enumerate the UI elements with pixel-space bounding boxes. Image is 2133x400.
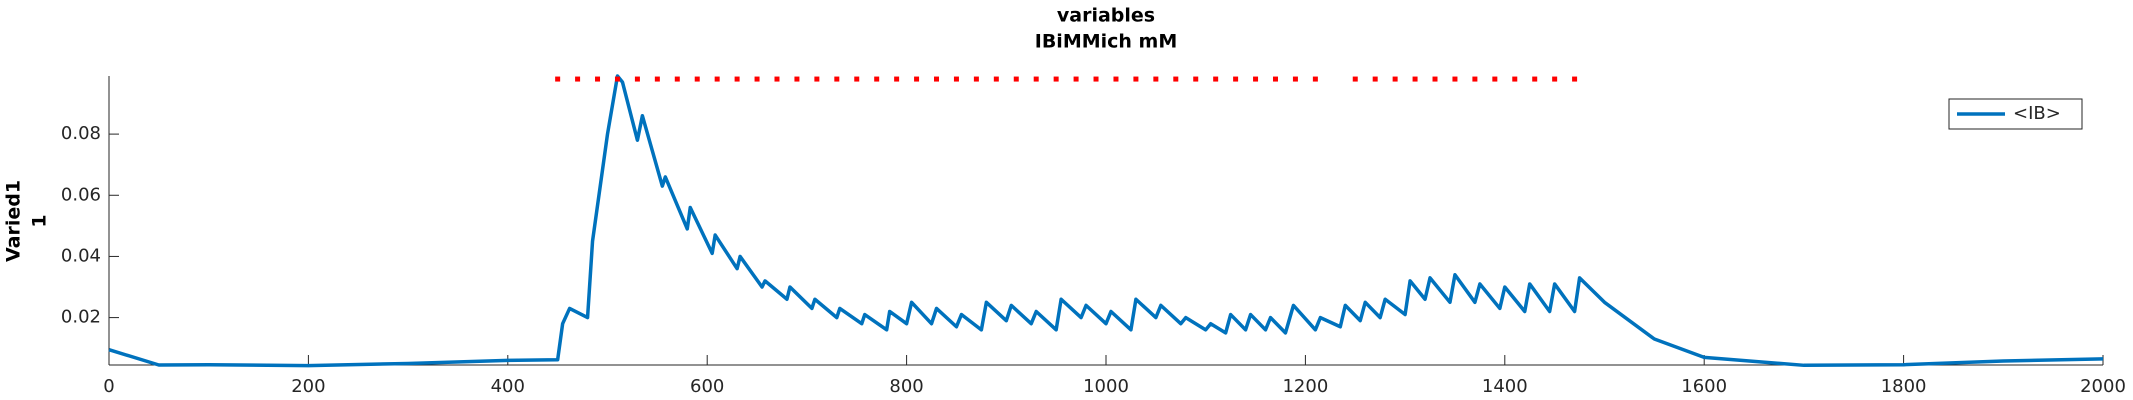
marker-dot (555, 76, 561, 82)
data-line (108, 74, 2104, 368)
marker-dot (1512, 76, 1518, 82)
marker-dot (814, 76, 820, 82)
marker-dot (1173, 76, 1179, 82)
legend-label: <IB> (2013, 103, 2061, 124)
marker-dot (1312, 76, 1318, 82)
marker-dot (1213, 76, 1219, 82)
marker-dot (614, 76, 620, 82)
marker-dot (1352, 76, 1358, 82)
marker-dot (734, 76, 740, 82)
x-tick-label: 400 (491, 376, 525, 397)
y-tick-label: 0.02 (61, 307, 101, 328)
marker-dot (634, 76, 640, 82)
marker-dot (914, 76, 920, 82)
marker-dot (973, 76, 979, 82)
x-tick-label: 1000 (1083, 376, 1129, 397)
x-tick-label: 1400 (1482, 376, 1528, 397)
marker-dot (654, 76, 660, 82)
marker-dot (595, 76, 601, 82)
chart-title: variables (1057, 5, 1155, 27)
marker-dot (1372, 76, 1378, 82)
marker-dot (854, 76, 860, 82)
y-tick-label: 0.04 (61, 245, 101, 266)
marker-dot (1272, 76, 1278, 82)
marker-dot (834, 76, 840, 82)
marker-dot (993, 76, 999, 82)
marker-dot (1392, 76, 1398, 82)
y-tick-label: 0.06 (61, 184, 101, 205)
marker-dot (953, 76, 959, 82)
marker-dot (1472, 76, 1478, 82)
marker-dot (754, 76, 760, 82)
marker-dot (1452, 76, 1458, 82)
x-tick-label: 2000 (2080, 376, 2126, 397)
marker-dot (1013, 76, 1019, 82)
x-tick-label: 200 (291, 376, 325, 397)
marker-dot (674, 76, 680, 82)
x-tick-label: 1800 (1881, 376, 1927, 397)
marker-dot (1153, 76, 1159, 82)
marker-dot (694, 76, 700, 82)
marker-dot (1552, 76, 1558, 82)
marker-dot (1532, 76, 1538, 82)
marker-dot (1412, 76, 1418, 82)
marker-dot (1572, 76, 1578, 82)
y-label-line: 1 (29, 214, 51, 227)
marker-dot (934, 76, 940, 82)
x-tick-label: 1200 (1282, 376, 1328, 397)
marker-dot (714, 76, 720, 82)
marker-dot (1193, 76, 1199, 82)
x-tick-label: 600 (690, 376, 724, 397)
marker-dot (1053, 76, 1059, 82)
marker-dot (1292, 76, 1298, 82)
y-label: Varied1 1 (3, 180, 51, 262)
y-tick-label: 0.08 (61, 123, 101, 144)
marker-dot (794, 76, 800, 82)
x-tick-label: 1600 (1681, 376, 1727, 397)
marker-dot (1093, 76, 1099, 82)
marker-dot (1113, 76, 1119, 82)
y-label-line: Varied1 (3, 180, 25, 262)
marker-dot (1073, 76, 1079, 82)
marker-dot (1253, 76, 1259, 82)
marker-dot (575, 76, 581, 82)
x-tick-label: 800 (889, 376, 923, 397)
x-tick-label: 0 (103, 376, 114, 397)
marker-dot (1033, 76, 1039, 82)
marker-dot (1492, 76, 1498, 82)
marker-dot (874, 76, 880, 82)
marker-dot (894, 76, 900, 82)
marker-dot (1233, 76, 1239, 82)
marker-dot (1133, 76, 1139, 82)
marker-dot (774, 76, 780, 82)
marker-dot (1432, 76, 1438, 82)
chart-subtitle: IBiMMich mM (1035, 31, 1178, 53)
